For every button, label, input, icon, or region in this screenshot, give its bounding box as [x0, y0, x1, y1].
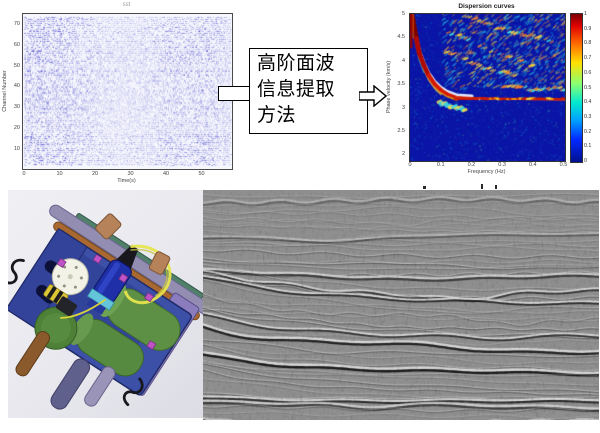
- tick-label: 0.1: [584, 143, 592, 150]
- tick-label: 10: [13, 145, 20, 152]
- tick-label: 60: [13, 41, 20, 48]
- tick-label: 10: [56, 171, 63, 177]
- dispersion-xtick-labels: 0 0.1 0.2 0.3 0.4 0.5: [408, 162, 569, 170]
- method-box-line: 信息提取: [257, 79, 336, 100]
- tick-label: 0.5: [584, 84, 592, 91]
- tick-label: 5: [401, 11, 405, 17]
- dispersion-plot: [409, 13, 566, 162]
- tick-label: 50: [198, 171, 205, 177]
- tick-label: 0.3: [498, 162, 506, 168]
- flow-connector-icon: [218, 86, 253, 101]
- tick-label: 0.4: [584, 99, 592, 106]
- colorbar-tick-labels: 1 0.9 0.8 0.7 0.6 0.5 0.4 0.3 0.2 0.1 0: [584, 11, 598, 164]
- tick-label: 4.5: [397, 34, 405, 41]
- tick-label: 0.2: [584, 128, 592, 135]
- tick-label: 30: [127, 171, 134, 177]
- tick-label: 0.6: [584, 69, 592, 76]
- tick-label: 40: [162, 171, 170, 177]
- dispersion-title: Dispersion curves: [458, 3, 515, 10]
- tick-label: 0: [408, 162, 412, 168]
- tick-label: 0.2: [467, 162, 476, 168]
- tick-label: 0.3: [584, 113, 592, 120]
- dispersion-ylabel: Phase velocity (km/s): [386, 60, 393, 113]
- seismic-record-xtick-labels: 0 10 20 30 40 50: [22, 171, 233, 179]
- tick-label: 0: [22, 171, 26, 177]
- seam-artifact: [423, 186, 426, 189]
- method-box: 高阶面波 信息提取 方法: [249, 48, 368, 134]
- dispersion-xlabel: Frequency (Hz): [467, 169, 506, 175]
- seismic-record-ylabel: Channel Number: [1, 69, 8, 112]
- seismic-record-traces-canvas: [23, 14, 232, 169]
- tick-label: 0: [584, 158, 587, 164]
- tick-label: 50: [13, 62, 20, 69]
- seam-artifact: [481, 184, 483, 189]
- seismic-section-canvas: [203, 190, 599, 420]
- tick-label: 2.5: [397, 128, 405, 134]
- tick-label: 0.9: [584, 25, 592, 32]
- tick-label: 4: [401, 57, 405, 64]
- tick-label: 0.1: [436, 162, 445, 168]
- cad-model-panel: [3, 190, 217, 418]
- tick-label: 0.8: [584, 40, 592, 47]
- tick-label: 20: [91, 171, 99, 177]
- tick-label: 1: [584, 11, 587, 17]
- seismic-record-ytick-labels: 70 60 50 40 30 20 10: [9, 13, 21, 168]
- tick-label: 40: [13, 83, 20, 90]
- tick-label: 3: [401, 104, 405, 111]
- seismic-record-title: sst: [122, 2, 131, 8]
- seismic-record-xlabel: Time(s): [117, 178, 136, 184]
- tick-label: 0.7: [584, 55, 592, 62]
- dispersion-ytick-labels: 5 4.5 4 3.5 3 2.5 2: [394, 11, 406, 160]
- colorbar: [570, 13, 583, 163]
- tick-label: 3.5: [397, 81, 405, 88]
- tick-label: 30: [13, 104, 20, 111]
- method-box-line: 高阶面波: [257, 53, 336, 74]
- method-box-line: 方法: [257, 105, 297, 126]
- seismic-section-image: [203, 190, 599, 420]
- tick-label: 70: [13, 21, 20, 27]
- tick-label: 0.5: [559, 162, 568, 168]
- tick-label: 20: [13, 125, 20, 131]
- seam-artifact: [495, 185, 497, 189]
- double-arrow-right-icon: [359, 85, 387, 107]
- dispersion-heatmap-canvas: [410, 14, 565, 161]
- tick-label: 2: [401, 151, 405, 158]
- tick-label: 0.4: [528, 162, 537, 168]
- seismic-record-plot: [22, 13, 233, 170]
- cad-model-illustration: [3, 204, 217, 410]
